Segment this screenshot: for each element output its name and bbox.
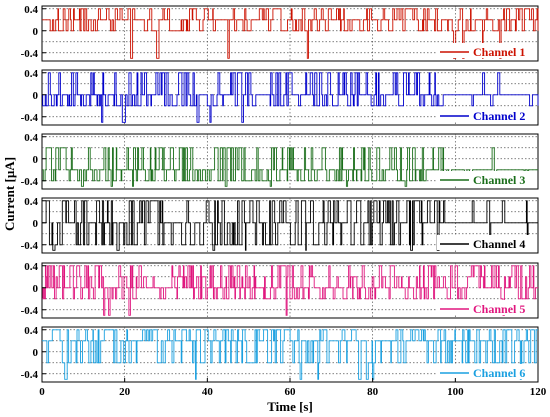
y-tick-label: -0.4: [21, 305, 39, 317]
panel-6: -0.4 0 0.4 Channel 6: [21, 325, 539, 383]
y-tick-label: 0: [33, 347, 39, 359]
y-tick-label: -0.4: [21, 176, 39, 188]
y-tick-label: 0.4: [24, 261, 38, 273]
y-tick-label: 0: [33, 283, 39, 295]
legend-background: [437, 300, 537, 315]
y-tick-label: -0.4: [21, 369, 39, 381]
y-tick-label: -0.4: [21, 240, 39, 252]
legend-label-channel-3: Channel 3: [473, 173, 525, 187]
panel-4: -0.4 0 0.4 Channel 4: [21, 196, 539, 254]
x-tick-label: 60: [285, 386, 297, 398]
legend-label-channel-2: Channel 2: [473, 109, 525, 123]
y-tick-label: 0.4: [24, 132, 38, 144]
channel-1-trace: [42, 8, 539, 59]
y-tick-label: 0.4: [24, 68, 38, 80]
y-tick-label: 0.4: [24, 4, 38, 16]
legend-label-channel-5: Channel 5: [473, 302, 525, 316]
panel-1: -0.4 0 0.4 Channel 1: [21, 4, 539, 62]
legend-background: [437, 235, 537, 250]
x-tick-label: 20: [119, 386, 131, 398]
legend-label-channel-1: Channel 1: [473, 45, 525, 59]
panel-5: -0.4 0 0.4 Channel 5: [21, 261, 539, 319]
x-axis-title: Time [s]: [267, 399, 313, 414]
x-tick-label: 100: [447, 386, 464, 398]
x-tick-label: 120: [530, 386, 547, 398]
legend-background: [437, 43, 537, 58]
channel-2-trace: [42, 72, 539, 123]
y-tick-label: 0: [33, 218, 39, 230]
channel-3-trace: [42, 147, 538, 187]
legend-background: [437, 171, 537, 186]
legend-background: [437, 107, 537, 122]
channel-6-trace: [42, 329, 538, 380]
y-tick-label: -0.4: [21, 112, 39, 124]
y-tick-label: 0: [33, 26, 39, 38]
legend-background: [437, 364, 537, 379]
legend-label-channel-4: Channel 4: [473, 237, 525, 251]
channel-4-trace: [42, 200, 538, 251]
y-tick-label: -0.4: [21, 48, 39, 60]
y-tick-label: 0.4: [24, 325, 38, 337]
panels-group: -0.4 0 0.4 Channel 1 -0.4 0 0.4 Channel 2 -0.4 0 0…: [21, 4, 539, 383]
y-tick-label: 0: [33, 154, 39, 166]
x-tick-label: 80: [367, 386, 379, 398]
y-axis-title: Current [µA]: [2, 157, 17, 231]
x-axis: 0 20 40 60 80 100 120: [39, 378, 547, 398]
panel-3: -0.4 0 0.4 Channel 3: [21, 132, 539, 190]
panel-2: -0.4 0 0.4 Channel 2: [21, 68, 539, 126]
y-tick-label: 0.4: [24, 196, 38, 208]
legend-label-channel-6: Channel 6: [473, 366, 525, 380]
x-tick-label: 0: [39, 386, 45, 398]
x-tick-label: 40: [202, 386, 214, 398]
y-tick-label: 0: [33, 90, 39, 102]
channel-5-trace: [42, 265, 538, 316]
